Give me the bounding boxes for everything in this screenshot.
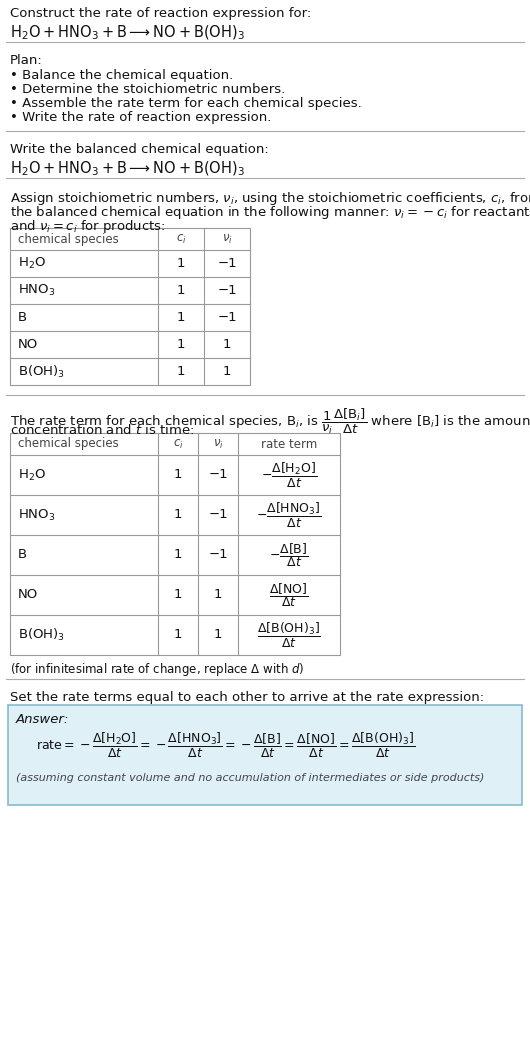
Text: 1: 1 [223, 338, 231, 351]
Text: $\mathrm{H_2O + HNO_3 + B} \longrightarrow \mathrm{NO + B(OH)_3}$: $\mathrm{H_2O + HNO_3 + B} \longrightarr… [10, 160, 245, 178]
Text: −1: −1 [208, 548, 228, 562]
Text: 1: 1 [174, 469, 182, 481]
Text: Plan:: Plan: [10, 54, 43, 67]
Text: $\mathrm{B(OH)_3}$: $\mathrm{B(OH)_3}$ [18, 364, 65, 379]
Text: NO: NO [18, 589, 38, 601]
Bar [8, 705, 522, 805]
Text: $\mathrm{H_2O}$: $\mathrm{H_2O}$ [18, 468, 46, 482]
Text: • Write the rate of reaction expression.: • Write the rate of reaction expression. [10, 111, 271, 124]
Bar [10, 433, 340, 655]
Text: B: B [18, 548, 27, 562]
Text: • Assemble the rate term for each chemical species.: • Assemble the rate term for each chemic… [10, 97, 362, 110]
Text: • Determine the stoichiometric numbers.: • Determine the stoichiometric numbers. [10, 83, 285, 96]
Text: 1: 1 [214, 589, 222, 601]
Text: $\nu_i$: $\nu_i$ [222, 232, 233, 246]
Text: −1: −1 [217, 311, 237, 324]
Text: NO: NO [18, 338, 38, 351]
Text: −1: −1 [217, 284, 237, 297]
Text: 1: 1 [174, 628, 182, 642]
Text: Write the balanced chemical equation:: Write the balanced chemical equation: [10, 143, 269, 156]
Text: Set the rate terms equal to each other to arrive at the rate expression:: Set the rate terms equal to each other t… [10, 691, 484, 704]
Text: $c_i$: $c_i$ [175, 232, 187, 246]
Text: (assuming constant volume and no accumulation of intermediates or side products): (assuming constant volume and no accumul… [16, 773, 484, 783]
Text: 1: 1 [214, 628, 222, 642]
Bar [10, 228, 250, 384]
Text: $\mathrm{H_2O + HNO_3 + B} \longrightarrow \mathrm{NO + B(OH)_3}$: $\mathrm{H_2O + HNO_3 + B} \longrightarr… [10, 24, 245, 43]
Text: −1: −1 [208, 469, 228, 481]
Text: $\mathrm{H_2O}$: $\mathrm{H_2O}$ [18, 256, 46, 271]
Text: $\dfrac{\Delta[\mathrm{B(OH)_3}]}{\Delta t}$: $\dfrac{\Delta[\mathrm{B(OH)_3}]}{\Delta… [257, 620, 321, 649]
Text: 1: 1 [176, 284, 186, 297]
Text: Construct the rate of reaction expression for:: Construct the rate of reaction expressio… [10, 7, 311, 20]
Text: and $\nu_i = c_i$ for products:: and $\nu_i = c_i$ for products: [10, 218, 165, 235]
Text: chemical species: chemical species [18, 438, 119, 450]
Text: The rate term for each chemical species, $\mathrm{B}_i$, is $\dfrac{1}{\nu_i}\df: The rate term for each chemical species,… [10, 407, 530, 437]
Text: $-\dfrac{\Delta[\mathrm{B}]}{\Delta t}$: $-\dfrac{\Delta[\mathrm{B}]}{\Delta t}$ [269, 541, 308, 569]
Text: 1: 1 [176, 311, 186, 324]
Text: Answer:: Answer: [16, 713, 69, 726]
Text: 1: 1 [174, 508, 182, 521]
Text: $\mathrm{rate} = -\dfrac{\Delta[\mathrm{H_2O}]}{\Delta t} = -\dfrac{\Delta[\math: $\mathrm{rate} = -\dfrac{\Delta[\mathrm{… [36, 731, 415, 760]
Text: $\dfrac{\Delta[\mathrm{NO}]}{\Delta t}$: $\dfrac{\Delta[\mathrm{NO}]}{\Delta t}$ [269, 581, 309, 609]
Text: B: B [18, 311, 27, 324]
Text: $\mathrm{HNO_3}$: $\mathrm{HNO_3}$ [18, 283, 56, 298]
Text: $c_i$: $c_i$ [173, 438, 183, 450]
Text: 1: 1 [176, 365, 186, 378]
Text: 1: 1 [174, 589, 182, 601]
Text: $\mathrm{HNO_3}$: $\mathrm{HNO_3}$ [18, 507, 56, 522]
Text: the balanced chemical equation in the following manner: $\nu_i = -c_i$ for react: the balanced chemical equation in the fo… [10, 204, 530, 221]
Text: chemical species: chemical species [18, 232, 119, 246]
Text: 1: 1 [174, 548, 182, 562]
Text: $-\dfrac{\Delta[\mathrm{HNO_3}]}{\Delta t}$: $-\dfrac{\Delta[\mathrm{HNO_3}]}{\Delta … [257, 500, 322, 529]
Text: (for infinitesimal rate of change, replace Δ with $d$): (for infinitesimal rate of change, repla… [10, 661, 304, 678]
Text: $\nu_i$: $\nu_i$ [213, 438, 224, 450]
Text: 1: 1 [176, 338, 186, 351]
Text: Assign stoichiometric numbers, $\nu_i$, using the stoichiometric coefficients, $: Assign stoichiometric numbers, $\nu_i$, … [10, 190, 530, 207]
Text: rate term: rate term [261, 438, 317, 450]
Text: $-\dfrac{\Delta[\mathrm{H_2O}]}{\Delta t}$: $-\dfrac{\Delta[\mathrm{H_2O}]}{\Delta t… [261, 461, 317, 490]
Text: $\mathrm{B(OH)_3}$: $\mathrm{B(OH)_3}$ [18, 627, 65, 643]
Text: • Balance the chemical equation.: • Balance the chemical equation. [10, 69, 233, 82]
Text: 1: 1 [223, 365, 231, 378]
Text: −1: −1 [217, 257, 237, 270]
Text: 1: 1 [176, 257, 186, 270]
Text: concentration and $t$ is time:: concentration and $t$ is time: [10, 423, 194, 437]
Text: −1: −1 [208, 508, 228, 521]
